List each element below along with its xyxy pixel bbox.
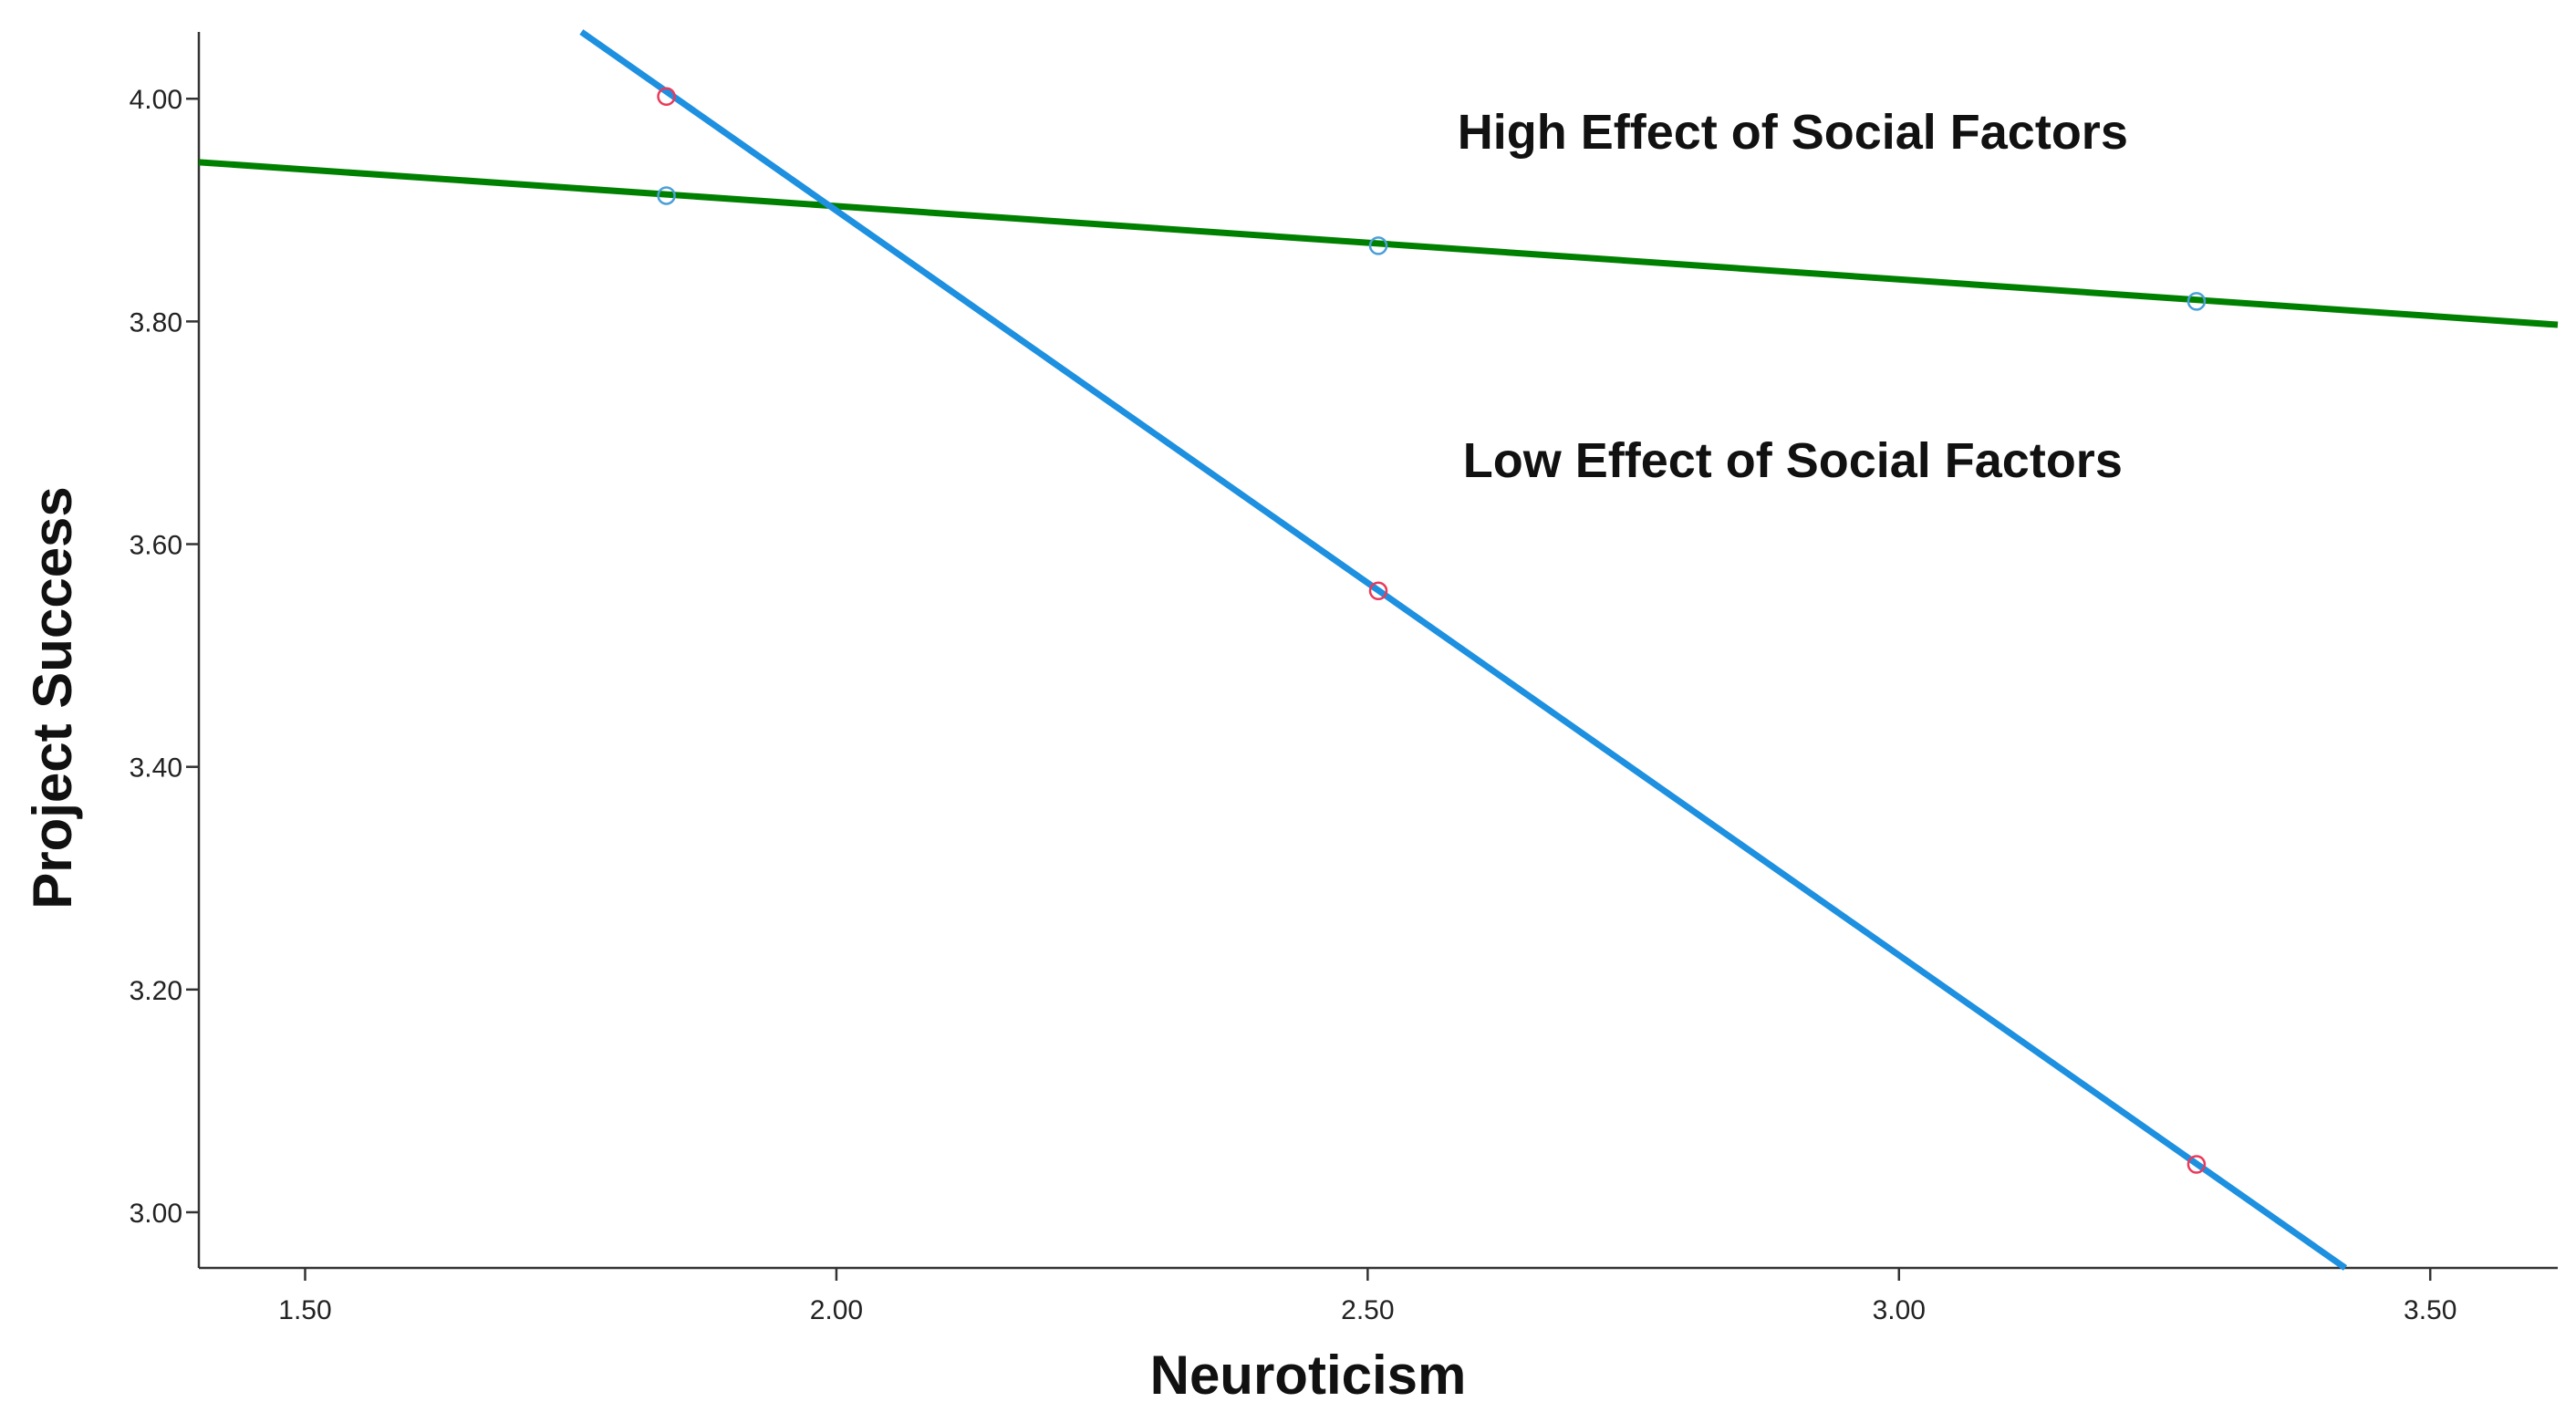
data-point-low-effect bbox=[1368, 581, 1388, 601]
axes: 3.00 3.20 3.40 3.60 3.80 4.00 1.50 2.00 2.50 3.00… bbox=[130, 32, 2558, 1325]
annotation-low-effect: Low Effect of Social Factors bbox=[1463, 433, 2123, 488]
data-point-high-effect bbox=[2186, 292, 2207, 311]
series-line-high-effect bbox=[198, 159, 2559, 328]
x-axis-title: Neuroticism bbox=[1150, 1345, 1467, 1406]
series-high-effect bbox=[198, 159, 2559, 328]
x-tick-label: 2.50 bbox=[1341, 1295, 1394, 1325]
y-tick-label: 3.40 bbox=[130, 753, 182, 784]
y-tick-label: 4.00 bbox=[130, 85, 182, 115]
y-tick-label: 3.60 bbox=[130, 531, 182, 561]
y-tick-label: 3.20 bbox=[130, 976, 182, 1006]
data-point-high-effect bbox=[657, 186, 676, 205]
series-line-low-effect bbox=[579, 29, 2348, 1271]
data-point-low-effect bbox=[2186, 1155, 2207, 1174]
data-point-high-effect bbox=[1368, 236, 1388, 255]
series-low-effect bbox=[579, 29, 2348, 1271]
x-tick-label: 2.00 bbox=[810, 1295, 863, 1325]
y-tick-label: 3.00 bbox=[130, 1199, 182, 1229]
series-group bbox=[198, 29, 2559, 1271]
x-tick-label: 1.50 bbox=[278, 1295, 331, 1325]
annotation-high-effect: High Effect of Social Factors bbox=[1458, 105, 2128, 160]
x-tick-label: 3.50 bbox=[2404, 1295, 2457, 1325]
x-tick-label: 3.00 bbox=[1873, 1295, 1926, 1325]
y-tick-label: 3.80 bbox=[130, 307, 182, 338]
annotations: High Effect of Social Factors Low Effect… bbox=[1458, 105, 2128, 488]
y-axis-title: Project Success bbox=[22, 486, 83, 909]
data-point-low-effect bbox=[657, 87, 676, 107]
